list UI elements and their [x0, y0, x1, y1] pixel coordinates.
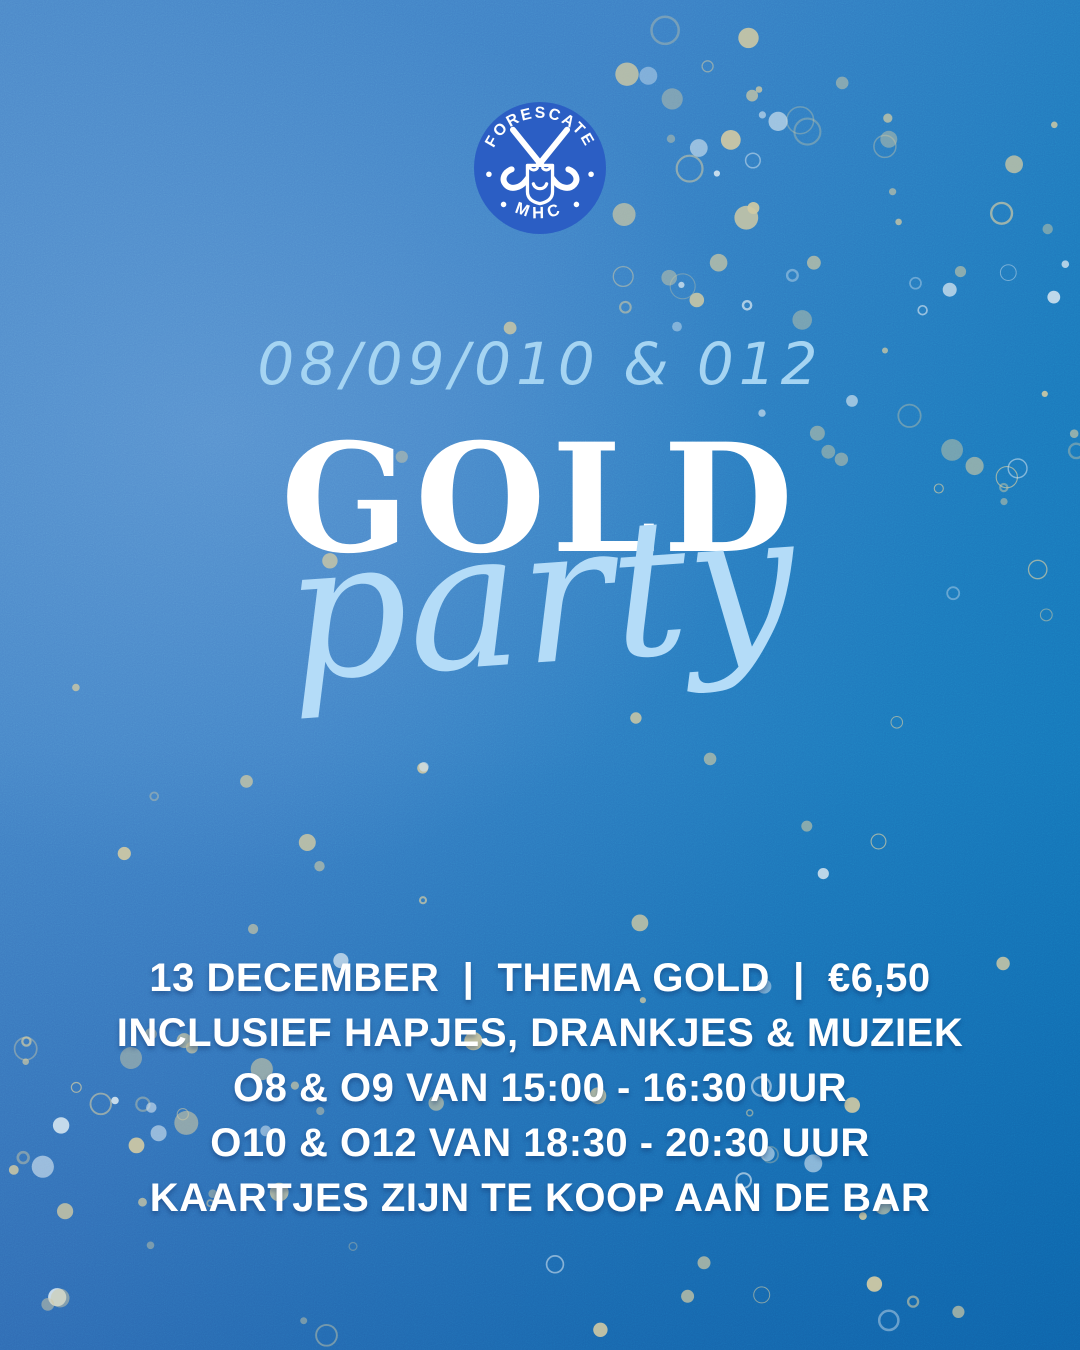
hockey-sticks-icon — [500, 126, 580, 191]
detail-line-time-o10-o12: O10 & O12 VAN 18:30 - 20:30 UUR — [210, 1121, 870, 1165]
teams-line: 08/09/010 & 012 — [257, 330, 823, 398]
logo-club-abbr: MHC — [513, 199, 567, 223]
detail-line-time-o8-o9: O8 & O9 VAN 15:00 - 16:30 UUR — [233, 1066, 847, 1110]
crest-icon — [525, 163, 555, 206]
logo-separator-dots — [486, 171, 594, 208]
title-gold: GOLD — [280, 411, 800, 587]
event-details: 13 DECEMBER | THEMA GOLD | €6,50 INCLUSI… — [0, 958, 1080, 1233]
club-logo: FORESCATE MHC — [474, 102, 606, 234]
detail-line-tickets: KAARTJES ZIJN TE KOOP AAN DE BAR — [149, 1176, 931, 1220]
detail-line-included: INCLUSIEF HAPJES, DRANKJES & MUZIEK — [116, 1011, 964, 1055]
detail-line-date-theme-price: 13 DECEMBER | THEMA GOLD | €6,50 — [149, 956, 931, 1000]
